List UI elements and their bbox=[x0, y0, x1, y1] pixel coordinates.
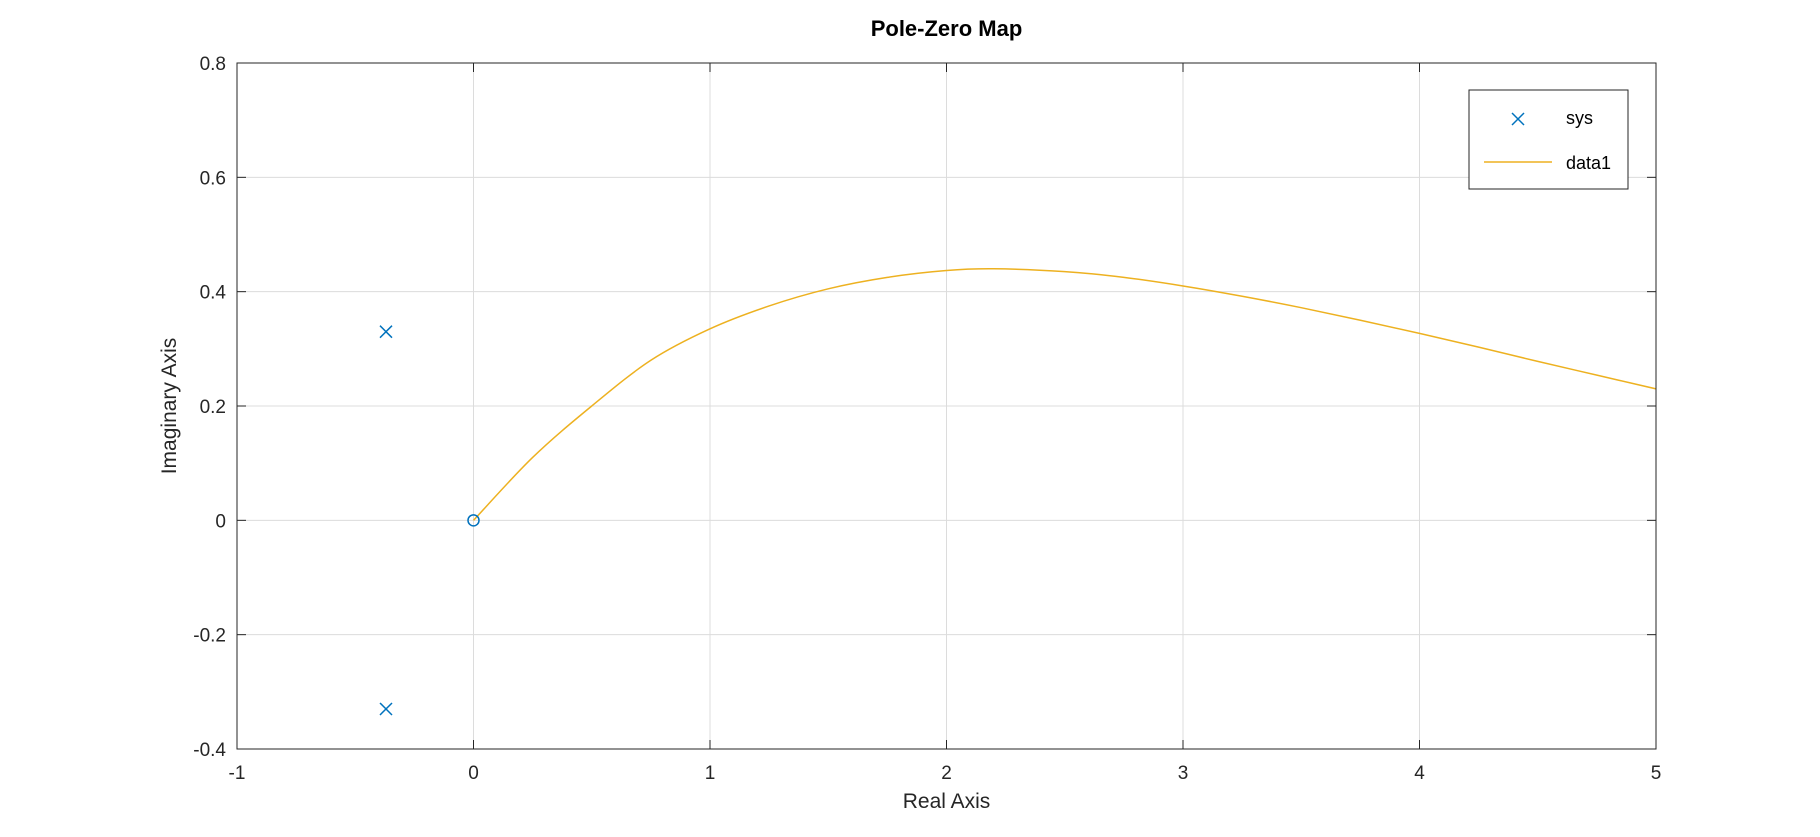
x-tick-label: 3 bbox=[1178, 763, 1189, 784]
x-tick-label: 2 bbox=[941, 763, 952, 784]
pole-marker bbox=[379, 325, 393, 339]
zero-marker bbox=[467, 514, 480, 527]
legend-sys-marker bbox=[1511, 112, 1525, 126]
legend-data1-label: data1 bbox=[1566, 153, 1611, 173]
x-axis-label: Real Axis bbox=[903, 790, 991, 813]
x-tick-label: -1 bbox=[229, 763, 246, 784]
legend-sys-label: sys bbox=[1566, 108, 1593, 128]
y-tick-label: 0.8 bbox=[200, 54, 226, 75]
tick-labels: -1 0 1 2 3 4 5 -0.4 -0.2 0 0.2 0.4 0.6 0.8 bbox=[193, 54, 1661, 784]
x-tick-label: 1 bbox=[705, 763, 716, 784]
y-tick-label: 0.2 bbox=[200, 397, 226, 418]
y-tick-label: 0.4 bbox=[200, 283, 227, 304]
chart-title: Pole-Zero Map bbox=[871, 16, 1023, 41]
y-tick-label: -0.4 bbox=[193, 740, 226, 761]
plot-area bbox=[379, 268, 1657, 716]
tick-marks bbox=[236, 62, 1657, 750]
legend: sys data1 bbox=[1468, 89, 1629, 190]
legend-box bbox=[1468, 89, 1629, 190]
x-tick-label: 0 bbox=[468, 763, 479, 784]
x-tick-label: 5 bbox=[1651, 763, 1662, 784]
y-tick-label: 0 bbox=[215, 511, 226, 532]
y-tick-label: -0.2 bbox=[193, 626, 226, 647]
y-tick-label: 0.6 bbox=[200, 168, 226, 189]
pole-marker bbox=[379, 702, 393, 716]
y-axis-label: Imaginary Axis bbox=[158, 338, 181, 475]
grid-lines bbox=[237, 63, 1656, 749]
data1-line bbox=[472, 268, 1657, 521]
x-tick-label: 4 bbox=[1414, 763, 1425, 784]
